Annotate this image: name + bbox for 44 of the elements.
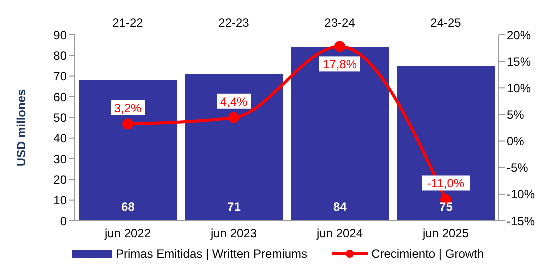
y-axis-title: USD millones [14,89,28,167]
data-label: 3,2% [114,101,142,116]
y-tick-label: 20 [54,172,68,187]
x-tick-label: jun 2024 [316,226,364,241]
data-label: -11,0% [427,176,465,191]
x-tick-label: jun 2025 [422,226,470,241]
y2-tick-label: -10% [507,188,536,202]
y-tick-label: 80 [54,48,68,63]
y-tick-label: 10 [54,194,68,208]
text: 24-25 [430,16,462,30]
data-label: 71 [228,200,242,214]
bar [291,47,390,221]
bar [79,80,178,221]
text: 23-24 [324,16,356,30]
bar [397,66,496,221]
text: 22-23 [218,16,250,30]
point [334,41,346,52]
y2-tick-label: 20% [507,28,532,42]
y-tick-label: 40 [54,132,68,146]
x-tick-label: jun 2023 [210,226,258,241]
y2-tick-label: -5% [507,161,529,176]
x-tick-label: jun 2022 [104,226,152,241]
legend-label: Crecimiento | Growth [370,247,484,261]
y-tick-label: 0 [60,214,68,228]
point [228,112,240,124]
text: 21-22 [112,16,144,30]
y-tick-label: 90 [54,28,68,42]
y-tick-label: 70 [54,70,68,84]
y2-tick-label: 10% [507,81,532,96]
y2-tick-label: 0% [507,134,525,149]
y2-tick-label: 15% [507,54,532,69]
legend-label: Primas Emitidas | Written Premiums [114,247,308,261]
bar [185,74,284,221]
data-label: 75 [440,200,454,214]
data-label: 4,4% [220,94,248,109]
point [122,118,134,130]
y2-tick-label: -15% [507,214,536,228]
data-label: 17,8% [322,58,358,72]
y-tick-label: 50 [54,110,68,125]
y-tick-label: 30 [54,152,68,166]
data-label: 84 [334,200,348,214]
data-label: 68 [122,200,136,214]
y2-tick-label: 5% [507,108,525,122]
y-tick-label: 60 [54,90,68,104]
